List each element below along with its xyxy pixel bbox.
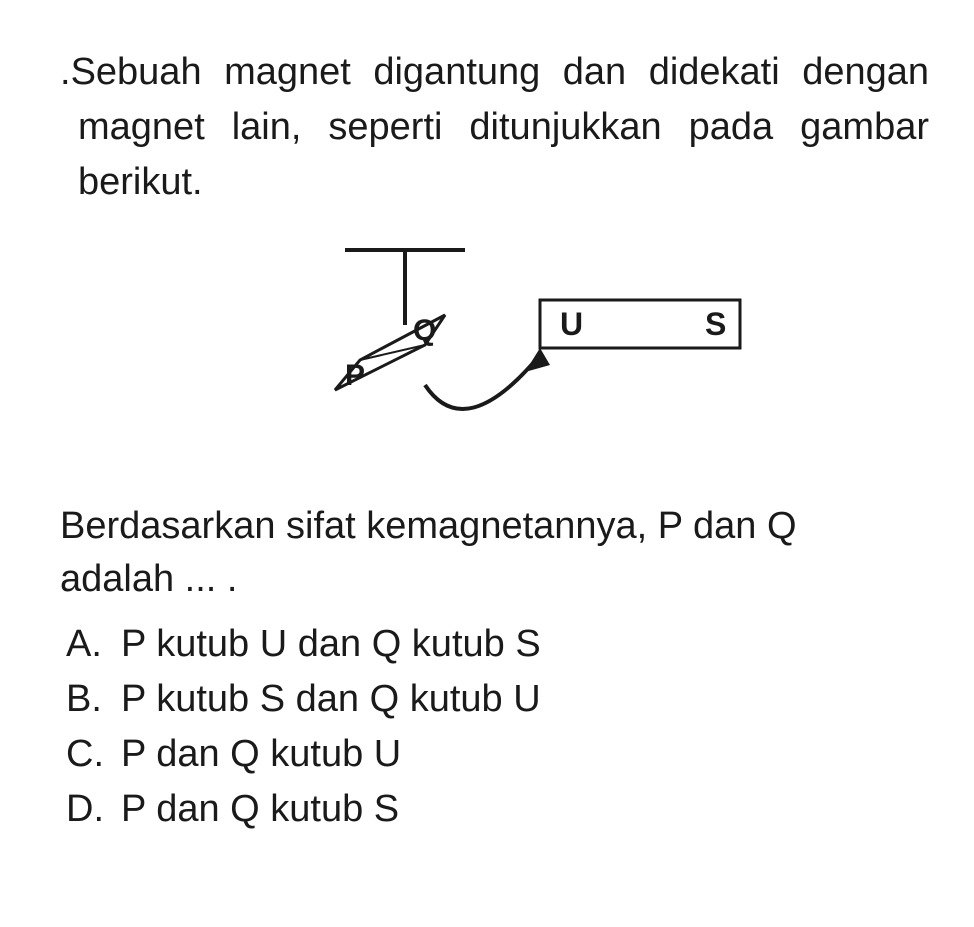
- option-letter: D.: [66, 782, 121, 837]
- label-q: Q: [413, 314, 436, 347]
- diagram-svg: P Q U S: [245, 240, 745, 470]
- label-s: S: [705, 306, 726, 342]
- option-text: P kutub S dan Q kutub U: [121, 672, 929, 727]
- follow-text: Berdasarkan sifat kemagnetannya, P dan Q…: [60, 500, 929, 606]
- question-text: .Sebuah magnet digantung dan didekati de…: [60, 45, 929, 210]
- option-b: B. P kutub S dan Q kutub U: [66, 672, 929, 727]
- arrowhead: [525, 348, 550, 372]
- option-letter: B.: [66, 672, 121, 727]
- label-p: P: [345, 359, 365, 392]
- option-letter: A.: [66, 617, 121, 672]
- option-c: C. P dan Q kutub U: [66, 727, 929, 782]
- label-u: U: [560, 306, 583, 342]
- option-letter: C.: [66, 727, 121, 782]
- option-text: P dan Q kutub U: [121, 727, 929, 782]
- magnet-diagram: P Q U S: [245, 240, 745, 470]
- option-text: P kutub U dan Q kutub S: [121, 617, 929, 672]
- arrow-path: [425, 355, 540, 409]
- diagram-container: P Q U S: [60, 240, 929, 470]
- lead-dot: .: [60, 51, 71, 93]
- options-list: A. P kutub U dan Q kutub S B. P kutub S …: [60, 617, 929, 837]
- follow-line2: adalah ... .: [60, 558, 237, 600]
- follow-line1: Berdasarkan sifat kemagnetannya, P dan Q: [60, 505, 797, 547]
- question-body: Sebuah magnet digantung dan didekati den…: [71, 51, 929, 203]
- option-d: D. P dan Q kutub S: [66, 782, 929, 837]
- option-text: P dan Q kutub S: [121, 782, 929, 837]
- option-a: A. P kutub U dan Q kutub S: [66, 617, 929, 672]
